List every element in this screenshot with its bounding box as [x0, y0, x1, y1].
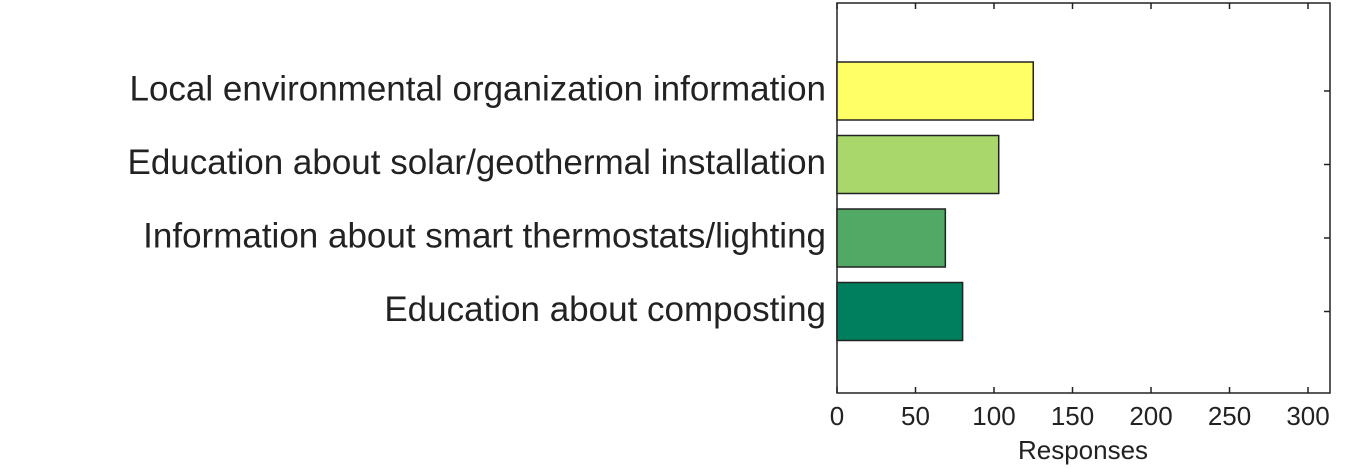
x-tick-label: 300 [1286, 401, 1329, 431]
axes-frame [836, 2, 1331, 394]
x-tick-label: 0 [830, 401, 844, 431]
bar [836, 61, 1035, 121]
x-tick-label: 200 [1129, 401, 1172, 431]
y-tick-label: Information about smart thermostats/ligh… [143, 216, 826, 255]
bar [836, 208, 947, 268]
x-tick-label: 50 [901, 401, 930, 431]
x-axis-label: Responses [1018, 435, 1148, 465]
bar [836, 134, 1000, 195]
x-tick-label: 100 [972, 401, 1015, 431]
y-tick-label: Education about solar/geothermal install… [128, 143, 827, 182]
y-tick-label: Local environmental organization informa… [129, 69, 826, 108]
bar [836, 281, 964, 342]
x-tick-label: 250 [1208, 401, 1251, 431]
x-tick-label: 150 [1051, 401, 1094, 431]
y-tick-label: Education about composting [384, 290, 826, 329]
